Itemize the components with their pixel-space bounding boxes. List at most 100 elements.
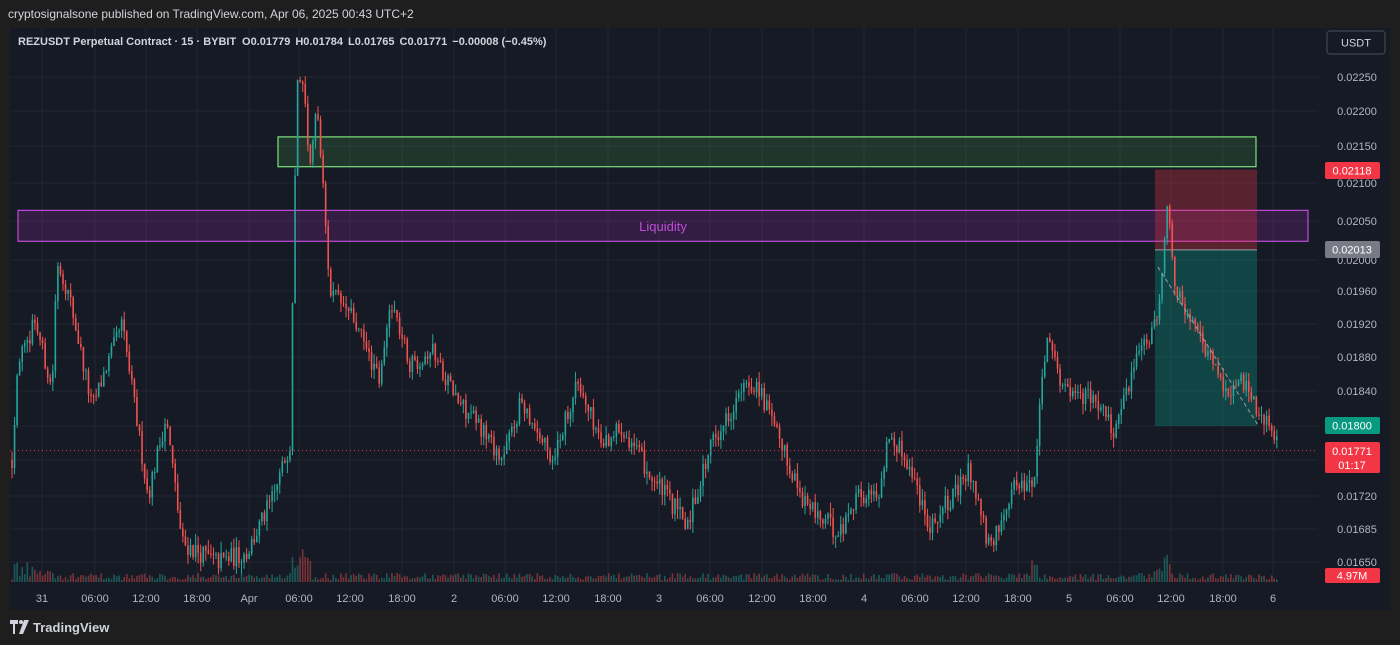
volume-bar xyxy=(526,574,528,582)
candle-body xyxy=(908,466,911,470)
volume-bar xyxy=(281,578,284,582)
candle-body xyxy=(931,518,934,533)
candle-body xyxy=(600,432,602,443)
volume-bar xyxy=(156,578,159,582)
candle-body xyxy=(327,225,329,270)
volume-bar xyxy=(120,579,123,582)
candle-body xyxy=(100,382,103,387)
candle-body xyxy=(796,473,799,488)
tradingview-logo-icon[interactable] xyxy=(10,620,30,634)
volume-bar xyxy=(278,574,281,582)
candle-body xyxy=(1163,238,1166,274)
candle-body xyxy=(92,396,95,398)
candle-body xyxy=(1174,256,1176,287)
candle-body xyxy=(715,434,717,438)
candle-body xyxy=(1158,299,1161,320)
volume-bar xyxy=(1145,578,1148,582)
volume-bar xyxy=(1003,579,1005,582)
x-tick-label: 18:00 xyxy=(1004,593,1032,605)
candle-body xyxy=(829,513,832,518)
candle-body xyxy=(778,426,781,439)
candle-body xyxy=(380,363,383,384)
candle-body xyxy=(477,418,480,423)
volume-bar xyxy=(493,575,495,582)
volume-bar xyxy=(378,579,380,582)
candle-body xyxy=(1145,338,1148,344)
volume-bar xyxy=(697,578,699,582)
candle-body xyxy=(531,423,533,425)
candle-body xyxy=(824,518,827,524)
candle-body xyxy=(207,550,210,554)
volume-bar xyxy=(523,575,526,582)
candle-body xyxy=(375,363,378,368)
candle-body xyxy=(651,477,653,482)
volume-bar xyxy=(166,579,169,582)
volume-bar xyxy=(1015,577,1018,582)
candle-body xyxy=(898,440,901,453)
volume-bar xyxy=(1166,554,1168,582)
volume-bar xyxy=(205,579,207,582)
candle-body xyxy=(396,309,398,318)
currency-button[interactable]: USDT xyxy=(1326,30,1386,55)
volume-bar xyxy=(952,575,954,582)
candle-body xyxy=(1074,390,1077,394)
volume-bar xyxy=(725,575,727,582)
candle-body xyxy=(559,439,562,441)
candle-body xyxy=(919,485,921,506)
volume-bar xyxy=(482,573,485,582)
chart-svg[interactable]: 0.02250 0.02200 0.02150 0.02100 0.02050 0.020… xyxy=(10,28,1390,610)
x-tick-label: 18:00 xyxy=(799,593,827,605)
volume-bar xyxy=(309,560,312,582)
volume-bar xyxy=(865,578,868,582)
volume-bar xyxy=(225,575,227,582)
volume-bar xyxy=(1217,578,1219,582)
volume-bar xyxy=(347,578,350,582)
candle-body xyxy=(1227,388,1230,396)
candle-body xyxy=(189,545,192,556)
candle-body xyxy=(31,319,34,344)
candle-body xyxy=(29,339,31,344)
candle-body xyxy=(618,423,620,433)
volume-bar xyxy=(1207,577,1209,582)
candle-body xyxy=(745,382,748,384)
volume-bar xyxy=(141,574,143,582)
volume-bar xyxy=(419,577,421,582)
volume-bar xyxy=(1143,575,1145,582)
volume-bar xyxy=(768,578,771,582)
candle-body xyxy=(110,346,113,356)
candle-body xyxy=(1263,415,1265,425)
volume-bar xyxy=(69,575,72,582)
volume-bar xyxy=(370,576,373,582)
candle-body xyxy=(388,310,391,328)
candle-body xyxy=(74,317,77,331)
candle-body xyxy=(753,390,755,393)
volume-bar xyxy=(307,558,309,582)
candle-body xyxy=(233,548,235,566)
brand-text[interactable]: TradingView xyxy=(33,620,110,635)
candle-body xyxy=(615,423,618,437)
candle-body xyxy=(1156,319,1158,321)
candle-body xyxy=(154,471,156,473)
volume-bar xyxy=(674,578,676,582)
volume-bar xyxy=(472,578,475,582)
publisher-line: cryptosignalsone published on TradingVie… xyxy=(8,7,414,21)
volume-bar xyxy=(681,576,684,582)
volume-bar xyxy=(41,575,44,582)
volume-bar xyxy=(1174,577,1176,582)
volume-bar xyxy=(511,578,513,582)
candle-body xyxy=(444,379,447,386)
volume-bar xyxy=(386,573,388,582)
volume-bar xyxy=(896,573,898,582)
candle-body xyxy=(414,356,416,361)
candle-body xyxy=(123,319,125,332)
volume-bar xyxy=(536,573,539,582)
volume-bar xyxy=(1209,574,1212,582)
candle-body xyxy=(1018,485,1021,489)
volume-bars xyxy=(11,549,1278,582)
volume-bar xyxy=(335,577,337,582)
volume-bar xyxy=(868,579,870,582)
candle-body xyxy=(1038,404,1041,447)
chart-frame[interactable]: 0.02250 0.02200 0.02150 0.02100 0.02050 0.020… xyxy=(10,28,1390,610)
candle-body xyxy=(630,442,633,448)
candle-body xyxy=(817,511,819,518)
